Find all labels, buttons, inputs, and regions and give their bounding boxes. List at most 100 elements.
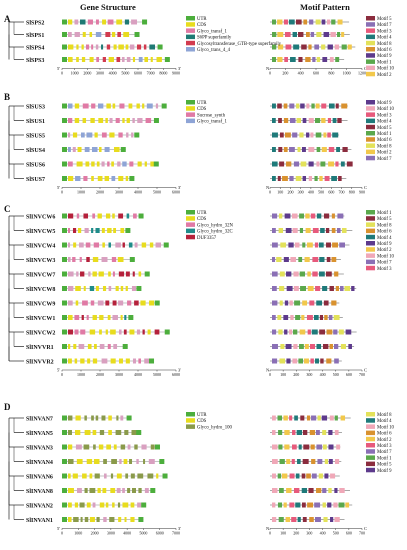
motif-box	[312, 271, 318, 277]
exon-block	[97, 213, 102, 219]
exon-block	[80, 358, 85, 364]
exon-block	[83, 286, 86, 291]
motif-box	[346, 161, 353, 167]
exon-block	[76, 161, 83, 167]
motif-box	[309, 430, 316, 435]
motif-box	[300, 415, 305, 421]
motif-box	[315, 517, 321, 522]
motif-box	[332, 132, 339, 138]
utr-block	[62, 488, 67, 493]
motif-box	[272, 286, 277, 291]
exon-block	[93, 242, 100, 248]
motif-box	[315, 286, 321, 291]
motif-legend-label: Motif 9	[377, 101, 392, 106]
gene-axis-tick-label: 0	[61, 531, 63, 536]
motif-axis-tick-label: 1000	[343, 71, 351, 76]
exon-block	[132, 358, 137, 364]
exon-block	[111, 176, 116, 181]
motif-box	[272, 444, 278, 450]
motif-box	[309, 517, 314, 522]
exon-block	[73, 344, 77, 349]
motif-axis-tick-label: 200	[282, 71, 288, 76]
motif-box	[301, 315, 305, 320]
motif-box	[324, 459, 329, 464]
motif-box	[331, 176, 337, 181]
motif-legend-swatch	[366, 216, 375, 221]
motif-box	[321, 19, 326, 25]
exon-block	[128, 103, 133, 109]
exon-block	[130, 517, 135, 522]
exon-block	[92, 315, 97, 320]
motif-legend-label: Motif 5	[377, 126, 392, 131]
motif-box	[314, 118, 321, 123]
exon-block	[118, 358, 123, 364]
exon-block	[87, 358, 91, 364]
motif-legend-label: Motif 2	[377, 151, 392, 156]
exon-block	[117, 161, 121, 167]
motif-box	[344, 286, 351, 291]
gene-legend-label: UTR	[197, 101, 207, 106]
motif-box	[341, 103, 348, 109]
motif-legend-label: Motif 3	[377, 267, 392, 272]
motif-legend-label: Motif 10	[377, 67, 395, 72]
exon-block	[75, 415, 81, 421]
exon-block	[102, 286, 107, 291]
motif-box	[330, 517, 334, 522]
motif-box	[319, 271, 325, 277]
exon-block	[95, 228, 100, 233]
exon-block	[68, 459, 74, 464]
exon-block	[119, 459, 122, 464]
motif-box	[312, 257, 319, 262]
motif-box	[284, 300, 289, 306]
exon-block	[121, 57, 125, 62]
exon-block	[118, 213, 124, 219]
motif-legend-swatch	[366, 455, 375, 460]
motif-box	[294, 242, 300, 248]
exon-block	[127, 488, 131, 493]
gene-label: SlSPS4	[26, 45, 44, 51]
motif-box	[316, 300, 323, 306]
gene-legend-swatch	[186, 16, 195, 21]
exon-block	[118, 132, 123, 138]
gene-label: SlSPS1	[26, 33, 44, 39]
exon-block	[129, 459, 133, 464]
exon-block	[89, 329, 96, 335]
motif-box	[337, 19, 343, 25]
gene-axis-tick-label: 1000	[77, 372, 85, 377]
exon-block	[116, 57, 121, 62]
motif-box	[334, 358, 339, 364]
motif-box	[306, 415, 311, 421]
motif-box	[295, 176, 302, 181]
exon-block	[91, 103, 96, 109]
motif-box	[290, 257, 297, 262]
gene-axis-tick-label: 5000	[153, 190, 161, 195]
motif-box	[335, 57, 340, 62]
motif-box	[321, 415, 328, 421]
exon-block	[68, 257, 71, 262]
utr-block	[134, 132, 140, 138]
exon-block	[68, 502, 72, 508]
exon-block	[96, 517, 100, 522]
motif-box	[272, 228, 276, 233]
gene-label: SlINVAN1	[26, 518, 53, 524]
utr-block	[142, 19, 148, 25]
gene-axis-tick-label: 2000	[91, 531, 99, 536]
motif-box	[280, 344, 285, 349]
exon-block	[76, 57, 79, 62]
motif-box	[293, 271, 299, 277]
motif-box	[308, 161, 314, 167]
motif-legend-swatch	[366, 265, 375, 271]
exon-block	[115, 286, 119, 291]
utr-block	[62, 430, 67, 435]
gene-label: SlSPS3	[26, 58, 44, 64]
motif-box	[292, 358, 298, 364]
gene-legend-swatch	[186, 210, 195, 215]
gene-axis-3prime: 3'	[178, 185, 181, 190]
exon-block	[99, 147, 102, 152]
motif-axis-tick-label: 100	[280, 531, 286, 536]
exon-block	[105, 118, 108, 123]
motif-box	[330, 32, 336, 37]
motif-axis-tick-label: 200	[287, 190, 293, 195]
motif-legend-label: Motif 7	[377, 157, 392, 162]
motif-box	[318, 242, 324, 248]
